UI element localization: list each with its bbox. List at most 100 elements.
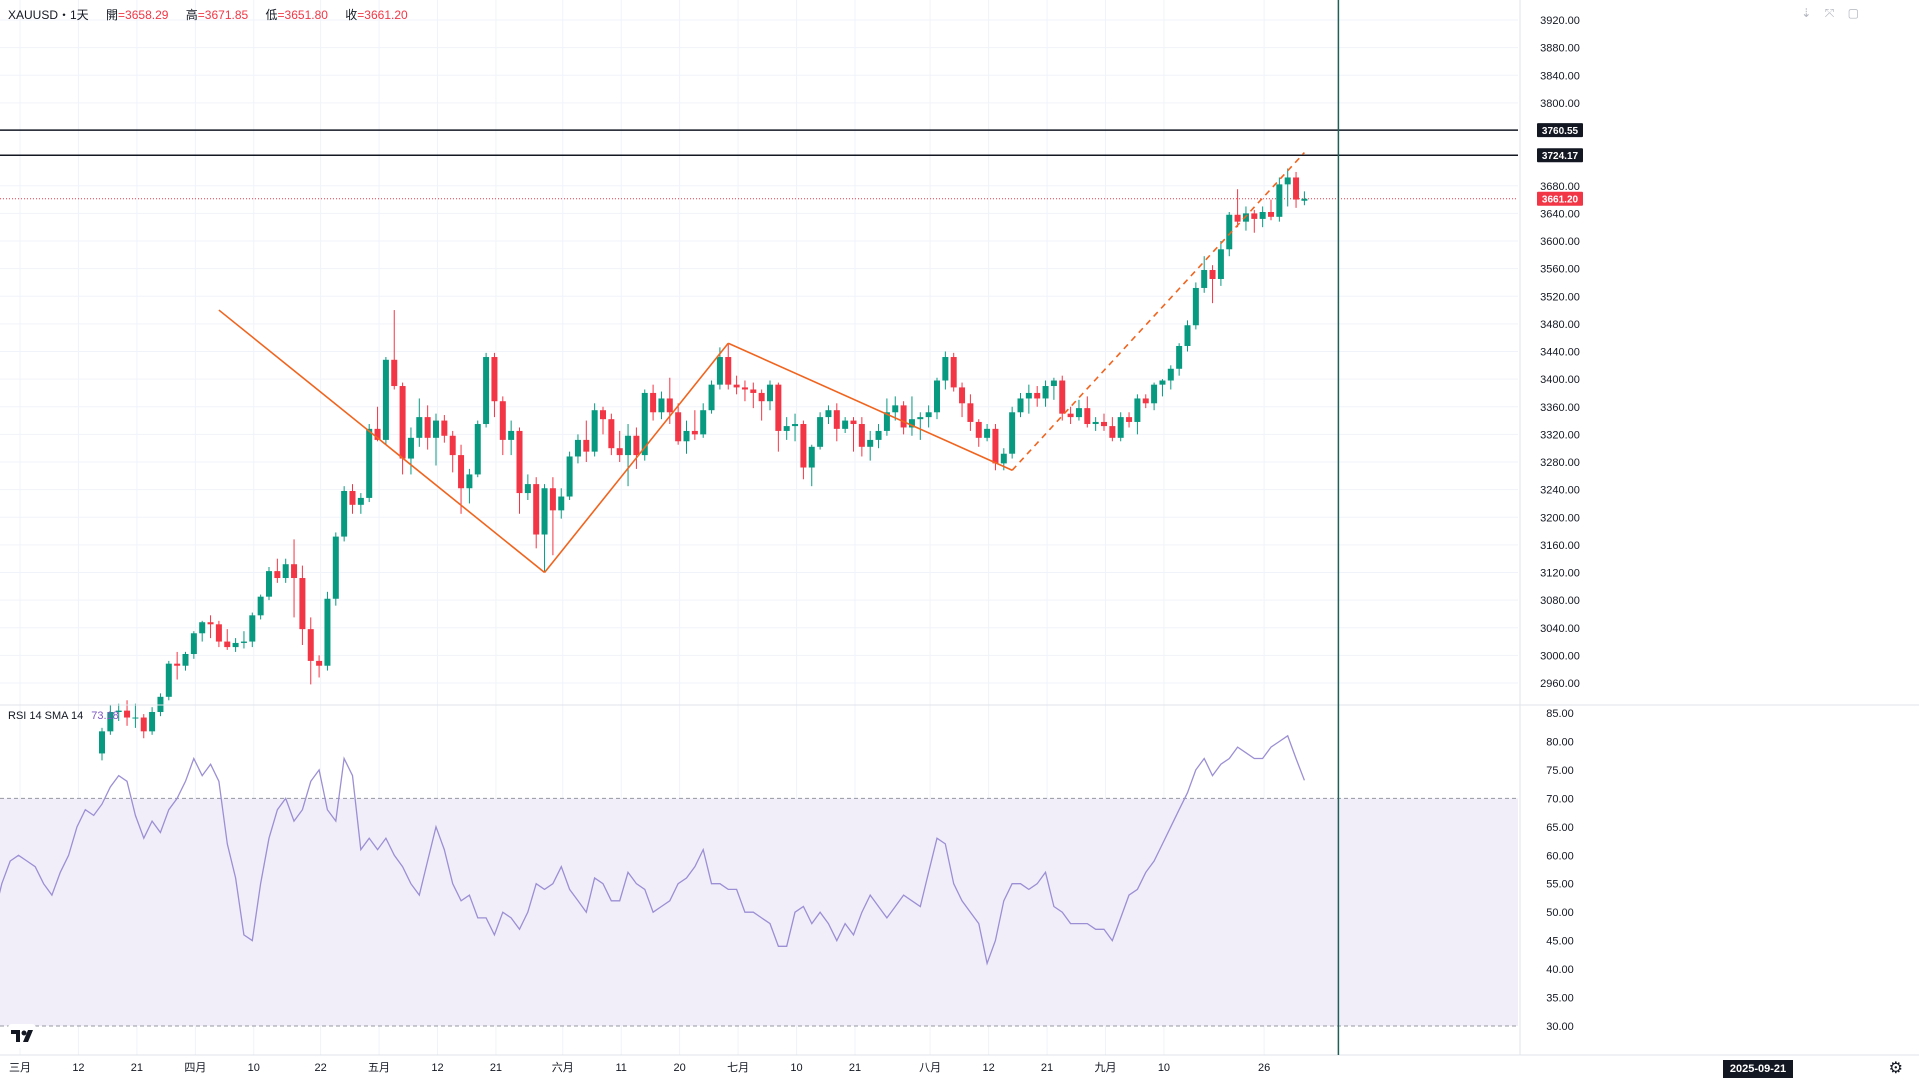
tradingview-logo-icon[interactable] — [8, 1024, 36, 1048]
candle-body — [908, 419, 915, 428]
candle-body — [357, 497, 364, 505]
candle-body — [950, 357, 957, 388]
price-tick-label: 3480.00 — [1540, 319, 1580, 331]
candle-body — [1109, 426, 1116, 438]
candle-body — [875, 430, 882, 440]
candle-body — [349, 491, 356, 505]
candle-body — [984, 428, 991, 438]
candle-body — [975, 421, 982, 438]
candle-body — [733, 384, 740, 388]
candle-body — [683, 430, 690, 442]
candle-body — [382, 359, 389, 440]
expand-icon[interactable]: ⤧ — [1824, 6, 1835, 20]
pattern-line — [727, 342, 1013, 472]
candle-body — [157, 696, 164, 713]
candle-body — [1301, 198, 1308, 201]
candle-body — [574, 439, 581, 457]
candle-body — [1042, 386, 1049, 399]
time-tick-label: 九月 — [1095, 1061, 1117, 1074]
settings-gear-icon[interactable]: ⚙ — [1888, 1060, 1903, 1077]
time-tick-label: 10 — [790, 1062, 802, 1074]
candle-body — [508, 430, 515, 440]
candle-body — [1242, 213, 1249, 222]
price-tick-label: 3120.00 — [1540, 568, 1580, 580]
candle-body — [533, 484, 540, 535]
candle-body — [416, 417, 423, 438]
price-tick-label: 3320.00 — [1540, 429, 1580, 441]
price-tag-box — [1537, 191, 1583, 206]
candle-body — [708, 384, 715, 411]
time-tick-label: 六月 — [552, 1061, 574, 1074]
candle-body — [691, 430, 698, 435]
candle-body — [132, 717, 139, 719]
rsi-legend[interactable]: RSI 14 SMA 14 73.18 — [8, 710, 119, 722]
time-tick-label: 三月 — [9, 1062, 31, 1074]
candle-body — [291, 564, 298, 579]
pattern-line — [543, 342, 729, 574]
candle-body — [324, 598, 331, 666]
price-tag-box — [1537, 148, 1583, 163]
candle-body — [1217, 249, 1224, 279]
candle-body — [190, 633, 197, 654]
candle-body — [332, 536, 339, 599]
candle-body — [441, 420, 448, 436]
price-tag-box — [1537, 123, 1583, 138]
candle-body — [474, 424, 481, 475]
candle-body — [925, 412, 932, 418]
price-labels: 3760.55 3724.17 3661.20 — [1537, 123, 1583, 206]
time-tick-label: 11 — [615, 1062, 626, 1074]
candle-body — [407, 437, 414, 459]
candle-body — [783, 426, 790, 431]
candle-body — [1151, 384, 1158, 404]
candle-body — [1101, 421, 1107, 427]
candle-body — [1084, 408, 1091, 425]
candle-body — [516, 430, 523, 494]
low-value: =3651.80 — [277, 8, 328, 22]
candle-body — [967, 403, 974, 422]
rsi-tick-label: 70.00 — [1546, 793, 1574, 805]
candle-body — [257, 596, 264, 616]
candle-body — [274, 571, 281, 579]
price-tick-label: 3560.00 — [1540, 264, 1580, 276]
candle-body — [1209, 270, 1216, 279]
candle-body — [675, 412, 682, 442]
candle-body — [716, 357, 723, 385]
candle-body — [149, 712, 156, 732]
time-tick-label: 21 — [849, 1062, 861, 1074]
candle-body — [1092, 421, 1099, 425]
price-tick-label: 3160.00 — [1540, 540, 1580, 552]
candle-body — [1075, 408, 1082, 418]
candle-body — [341, 491, 348, 537]
candle-body — [741, 387, 748, 390]
open-label: 開 — [106, 8, 119, 22]
rsi-tick-label: 65.00 — [1546, 822, 1574, 834]
horizontal-price-lines — [0, 129, 1518, 200]
price-tick-label: 3440.00 — [1540, 347, 1580, 359]
pane-buttons: ⇣ ⤧ ▢ — [1791, 6, 1859, 21]
candle-body — [458, 455, 465, 489]
candle-body — [224, 641, 231, 648]
high-value: =3671.85 — [197, 8, 249, 22]
price-tick-label: 3520.00 — [1540, 291, 1580, 303]
candle-body — [650, 392, 657, 413]
candle-body — [249, 615, 256, 642]
candle-body — [207, 622, 214, 625]
symbol-title[interactable]: XAUUSD・1天 — [8, 8, 89, 22]
price-tag-label: 3724.17 — [1542, 151, 1579, 162]
candle-body — [1284, 177, 1291, 185]
pattern-line — [218, 309, 546, 574]
rsi-tick-label: 85.00 — [1546, 708, 1574, 720]
candle-body — [700, 410, 707, 435]
candle-body — [449, 435, 456, 456]
price-tick-label: 3920.00 — [1540, 15, 1580, 27]
candle-body — [992, 428, 999, 464]
arrow-down-icon[interactable]: ⇣ — [1801, 6, 1812, 20]
candle-body — [808, 446, 815, 468]
rsi-tick-label: 40.00 — [1546, 964, 1574, 976]
maximize-icon[interactable]: ▢ — [1847, 6, 1859, 20]
price-tick-label: 3680.00 — [1540, 181, 1580, 193]
high-label: 高 — [185, 8, 198, 22]
candle-body — [833, 410, 840, 429]
candle-body — [1276, 184, 1283, 217]
